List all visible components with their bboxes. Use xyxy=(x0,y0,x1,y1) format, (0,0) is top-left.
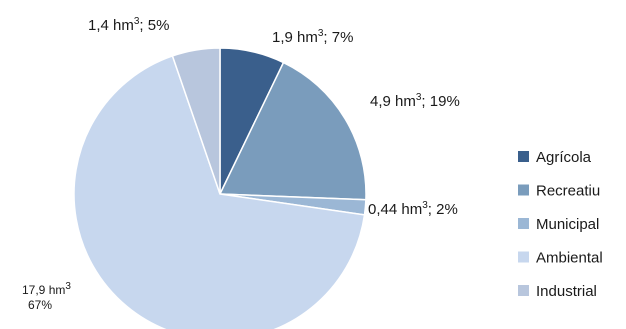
legend-swatch-agricola xyxy=(518,151,529,162)
data-label-municipal: 0,44 hm3; 2% xyxy=(368,200,458,218)
legend-label-municipal: Municipal xyxy=(536,216,599,233)
pie-slice-industrial xyxy=(171,47,221,195)
legend: Agrícola Recreatiu Municipal Ambiental Indus… xyxy=(518,149,603,300)
legend-swatch-ambiental xyxy=(518,251,529,263)
legend-label-industrial: Industrial xyxy=(536,283,597,300)
legend-label-ambiental: Ambiental xyxy=(536,250,603,267)
data-labels: 1,9 hm3; 7% 4,9 hm3; 19% 0,44 hm3; 2% 17… xyxy=(22,16,460,312)
data-label-industrial: 1,4 hm3; 5% xyxy=(88,16,169,34)
data-label-agricola: 1,9 hm3; 7% xyxy=(272,28,353,46)
legend-swatch-municipal xyxy=(518,218,529,229)
legend-swatch-industrial xyxy=(518,285,529,296)
pie-slices xyxy=(73,47,367,329)
data-label-ambiental-percent: 67% xyxy=(28,298,52,312)
pie-slice-recreatiu xyxy=(218,61,367,201)
legend-label-recreatiu: Recreatiu xyxy=(536,183,600,200)
data-label-recreatiu: 4,9 hm3; 19% xyxy=(370,92,460,110)
legend-swatch-recreatiu xyxy=(518,184,529,196)
data-label-ambiental-value: 17,9 hm3 xyxy=(22,281,71,297)
legend-label-agricola: Agrícola xyxy=(536,149,592,166)
